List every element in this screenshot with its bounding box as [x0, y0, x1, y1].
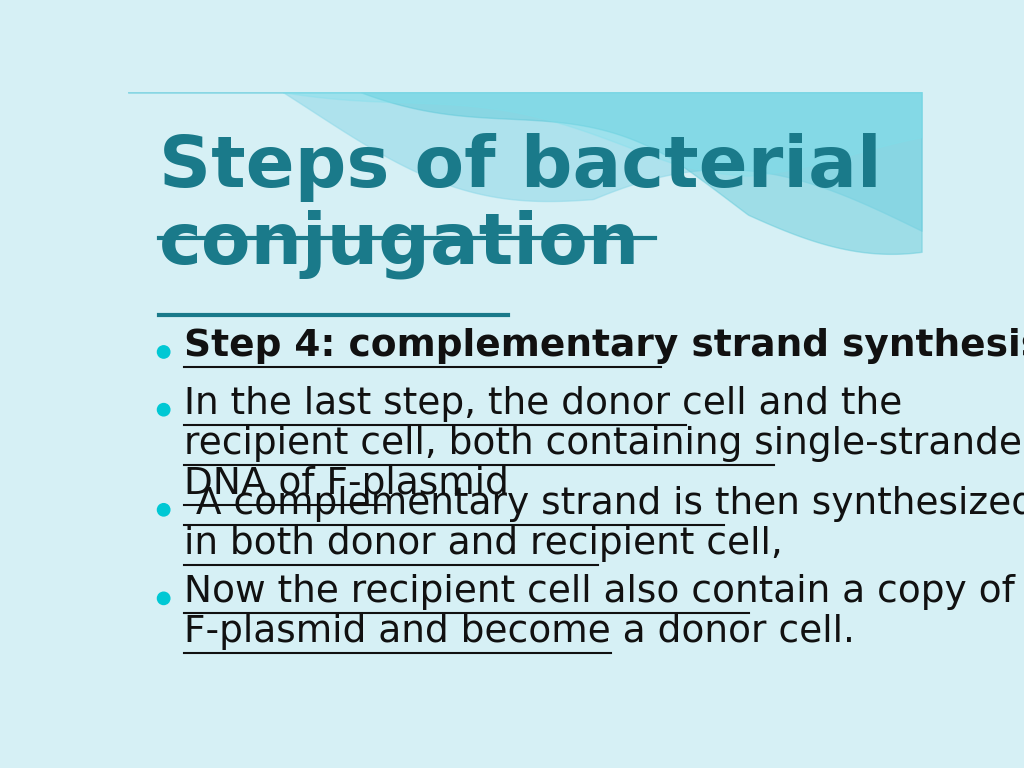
Text: Steps of bacterial: Steps of bacterial [159, 134, 882, 202]
Text: Step 4: complementary strand synthesis: Step 4: complementary strand synthesis [183, 328, 1024, 364]
Circle shape [158, 403, 170, 415]
Circle shape [158, 504, 170, 516]
Text: A complementary strand is then synthesized: A complementary strand is then synthesiz… [183, 486, 1024, 521]
Text: F-plasmid and become a donor cell.: F-plasmid and become a donor cell. [183, 614, 855, 650]
Text: DNA of F-plasmid: DNA of F-plasmid [183, 466, 509, 502]
Text: recipient cell, both containing single-stranded: recipient cell, both containing single-s… [183, 425, 1024, 462]
Circle shape [158, 592, 170, 604]
Text: In the last step, the donor cell and the: In the last step, the donor cell and the [183, 386, 902, 422]
Text: in both donor and recipient cell,: in both donor and recipient cell, [183, 526, 782, 562]
Text: conjugation: conjugation [159, 210, 640, 280]
Circle shape [158, 346, 170, 358]
Text: Now the recipient cell also contain a copy of: Now the recipient cell also contain a co… [183, 574, 1015, 611]
